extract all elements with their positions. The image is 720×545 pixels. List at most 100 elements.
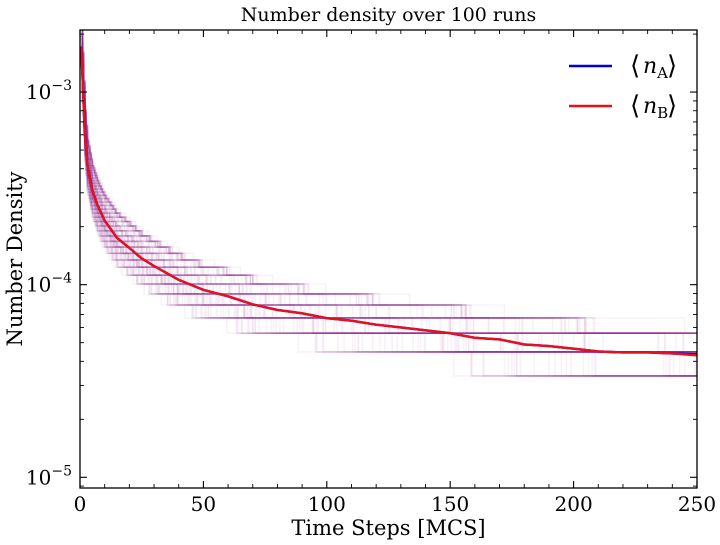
run-line (81, 30, 697, 334)
run-line (81, 30, 697, 334)
run-line (80, 73, 697, 377)
legend-label: nA (643, 54, 668, 82)
run-line (80, 30, 697, 334)
run-line (80, 35, 697, 353)
y-axis-label: Number Density (3, 171, 27, 346)
y-tick-label: 10−5 (26, 463, 72, 489)
run-line (80, 38, 697, 353)
run-line (80, 67, 697, 377)
run-line (80, 68, 697, 377)
series-line-b (80, 46, 697, 357)
y-tick-label: 10−3 (26, 78, 72, 104)
run-line (80, 37, 697, 353)
run-line (80, 56, 697, 377)
run-line (80, 30, 697, 334)
run-line (80, 51, 697, 353)
run-line (80, 52, 697, 353)
run-line (81, 30, 697, 334)
run-line (80, 54, 697, 353)
run-line (80, 73, 697, 377)
run-line (80, 62, 697, 377)
runs-layer (80, 30, 697, 377)
run-line (80, 38, 697, 353)
run-line (80, 56, 697, 377)
legend-subscript: A (656, 64, 668, 82)
run-line (80, 67, 697, 377)
chart-title: Number density over 100 runs (241, 4, 536, 26)
run-line (80, 67, 697, 377)
run-line (81, 30, 697, 334)
run-line (81, 30, 697, 334)
legend-bracket-right: ⟩ (667, 51, 677, 81)
y-tick-exponent: −5 (51, 463, 72, 479)
run-line (81, 30, 697, 334)
run-line (80, 33, 697, 334)
run-line (81, 30, 697, 334)
run-line (80, 55, 697, 377)
run-line (81, 30, 697, 334)
legend-bracket-left: ⟨ (630, 51, 640, 81)
x-tick-label: 0 (74, 492, 87, 516)
run-line (80, 58, 697, 377)
run-line (80, 53, 697, 353)
run-line (81, 30, 697, 334)
y-tick-exponent: −4 (51, 271, 72, 287)
run-line (80, 53, 697, 353)
run-line (80, 73, 697, 377)
run-line (80, 34, 697, 353)
run-line (80, 34, 697, 353)
run-line (80, 38, 697, 353)
run-line (81, 30, 697, 334)
run-line (80, 69, 697, 377)
run-line (80, 76, 697, 377)
legend: ⟨ nA⟩⟨ nB⟩ (569, 51, 677, 122)
run-line (80, 61, 697, 377)
run-line (80, 54, 697, 353)
run-line (81, 30, 697, 334)
run-line (80, 32, 697, 334)
run-line (80, 56, 697, 377)
run-line (80, 35, 697, 353)
run-line (80, 40, 697, 353)
x-tick-label: 50 (191, 492, 216, 516)
run-line (80, 42, 697, 353)
run-line (80, 63, 697, 377)
legend-bracket-right: ⟩ (667, 91, 677, 121)
run-line (81, 30, 697, 334)
run-line (80, 30, 697, 334)
run-line (81, 30, 697, 334)
run-line (80, 66, 697, 377)
run-line (80, 56, 697, 377)
legend-entry: ⟨ nB⟩ (630, 91, 677, 122)
run-line (80, 41, 697, 353)
run-line (81, 30, 697, 334)
y-tick-exponent: −3 (51, 78, 72, 94)
legend-symbol: n (643, 94, 657, 119)
run-line (80, 71, 697, 377)
run-line (80, 54, 697, 377)
legend-entry: ⟨ nA⟩ (630, 51, 677, 82)
run-line (80, 61, 697, 377)
run-line (80, 59, 697, 377)
legend-subscript: B (657, 104, 668, 122)
run-line (80, 38, 697, 353)
legend-bracket-left: ⟨ (630, 91, 640, 121)
run-line (81, 30, 697, 334)
run-line (81, 30, 697, 334)
x-tick-label: 100 (308, 492, 346, 516)
x-tick-label: 250 (678, 492, 716, 516)
plot-frame (79, 29, 698, 489)
legend-label: nB (643, 94, 668, 122)
series-layer (80, 46, 697, 357)
legend-symbol: n (643, 54, 657, 79)
run-line (80, 35, 697, 353)
run-line (81, 30, 697, 334)
y-tick-base: 10 (26, 80, 51, 104)
run-line (80, 59, 697, 377)
run-line (80, 35, 697, 353)
run-line (80, 63, 697, 377)
y-tick-base: 10 (26, 465, 51, 489)
